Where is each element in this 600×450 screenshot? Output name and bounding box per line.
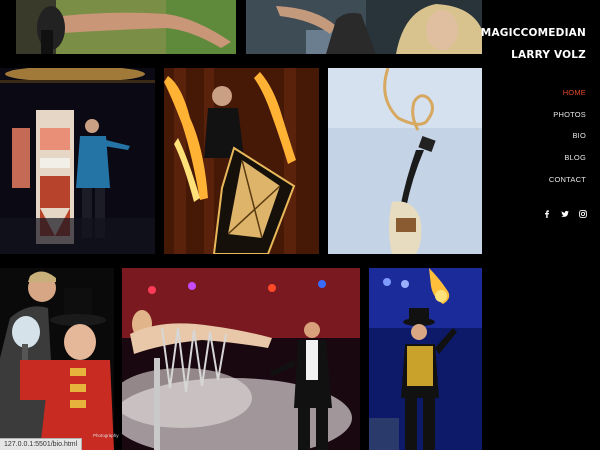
photo-stage-illusion-box[interactable]	[0, 68, 155, 254]
nav-item-contact[interactable]: CONTACT	[548, 174, 586, 184]
photo-hand-trick[interactable]	[16, 0, 236, 54]
photo-fire-juggling[interactable]	[369, 268, 482, 450]
photo-levitation-smoke[interactable]	[122, 268, 360, 450]
facebook-icon[interactable]	[543, 210, 551, 218]
photo-blonde-assistant[interactable]	[246, 0, 482, 54]
site-title-line2: LARRY VOLZ	[511, 49, 586, 61]
instagram-icon[interactable]	[579, 210, 587, 218]
site-title[interactable]: MAGICCOMEDIAN LARRY VOLZ	[481, 22, 586, 66]
nav-item-photos[interactable]: PHOTOS	[553, 109, 586, 119]
social-links	[543, 210, 587, 218]
nav-item-home[interactable]: HOME	[562, 88, 586, 97]
twitter-icon[interactable]	[561, 210, 569, 218]
photo-fire-cabinet[interactable]	[164, 68, 319, 254]
sidebar: MAGICCOMEDIAN LARRY VOLZ HOME PHOTOS BIO…	[481, 0, 600, 450]
photo-gallery: Photography	[0, 0, 482, 450]
nav-item-blog[interactable]: BLOG	[564, 153, 586, 163]
photo-tophat-kid[interactable]	[0, 268, 114, 450]
nav-item-bio[interactable]: BIO	[572, 131, 586, 141]
photo-credit: Photography	[93, 433, 119, 438]
status-bar-url: 127.0.0.1:5501/bio.html	[0, 438, 83, 450]
main-nav: HOME PHOTOS BIO BLOG CONTACT	[549, 82, 586, 191]
photo-straitjacket-escape[interactable]	[328, 68, 482, 254]
site-title-line1: MAGICCOMEDIAN	[480, 27, 586, 39]
